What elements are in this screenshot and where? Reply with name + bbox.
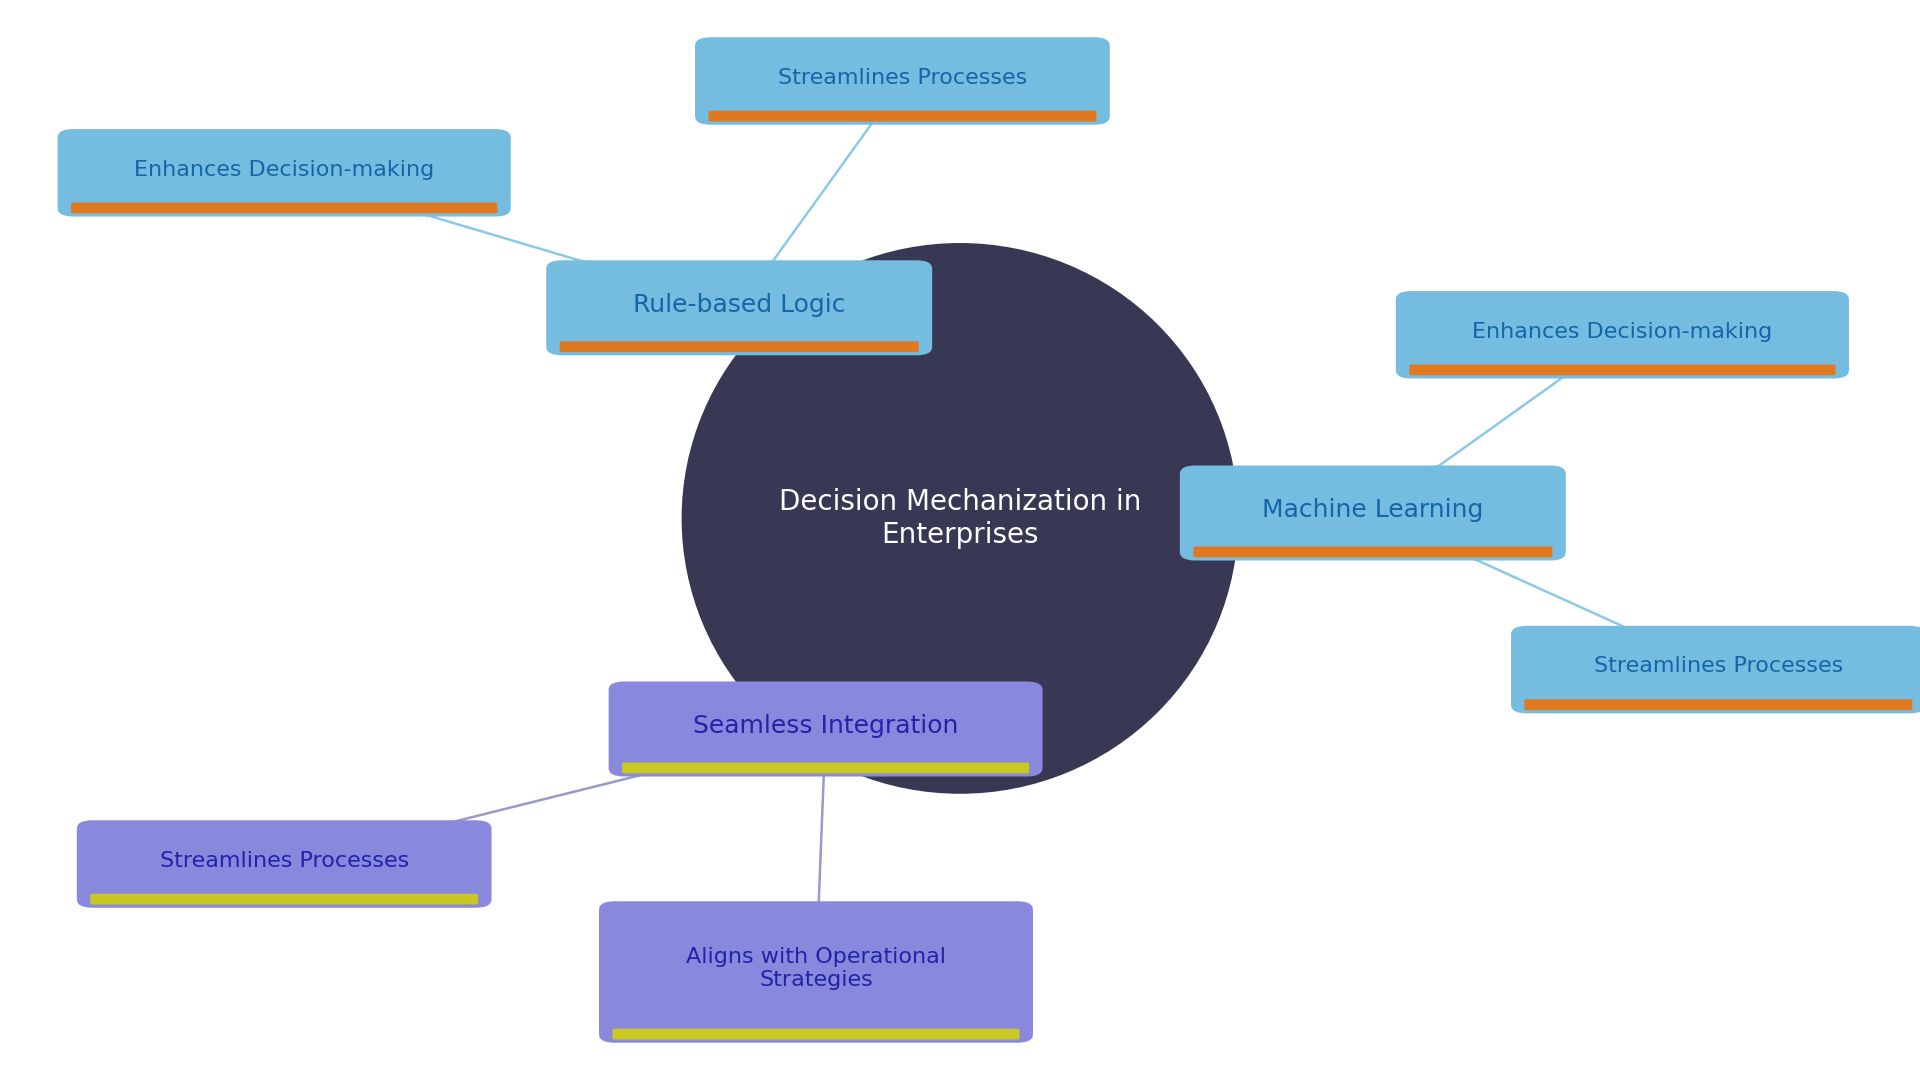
Ellipse shape	[682, 243, 1238, 794]
Text: Streamlines Processes: Streamlines Processes	[159, 851, 409, 870]
FancyBboxPatch shape	[1524, 700, 1912, 711]
FancyBboxPatch shape	[1511, 625, 1920, 713]
FancyBboxPatch shape	[545, 260, 933, 355]
Text: Decision Mechanization in
Enterprises: Decision Mechanization in Enterprises	[780, 488, 1140, 549]
FancyBboxPatch shape	[77, 821, 492, 907]
FancyBboxPatch shape	[622, 762, 1029, 773]
Text: Aligns with Operational
Strategies: Aligns with Operational Strategies	[685, 947, 947, 990]
FancyBboxPatch shape	[1192, 546, 1551, 557]
FancyBboxPatch shape	[1396, 292, 1849, 379]
Text: Enhances Decision-making: Enhances Decision-making	[134, 160, 434, 179]
Text: Streamlines Processes: Streamlines Processes	[778, 68, 1027, 87]
FancyBboxPatch shape	[695, 37, 1110, 124]
FancyBboxPatch shape	[561, 341, 918, 352]
Text: Machine Learning: Machine Learning	[1261, 498, 1484, 522]
Text: Seamless Integration: Seamless Integration	[693, 714, 958, 738]
FancyBboxPatch shape	[71, 203, 497, 213]
FancyBboxPatch shape	[609, 681, 1043, 777]
FancyBboxPatch shape	[90, 894, 478, 905]
FancyBboxPatch shape	[708, 110, 1096, 121]
Text: Enhances Decision-making: Enhances Decision-making	[1473, 322, 1772, 341]
FancyBboxPatch shape	[1409, 365, 1836, 376]
Text: Rule-based Logic: Rule-based Logic	[634, 293, 845, 316]
FancyBboxPatch shape	[1179, 465, 1565, 561]
FancyBboxPatch shape	[612, 1028, 1020, 1039]
FancyBboxPatch shape	[58, 130, 511, 216]
FancyBboxPatch shape	[599, 901, 1033, 1043]
Text: Streamlines Processes: Streamlines Processes	[1594, 657, 1843, 676]
